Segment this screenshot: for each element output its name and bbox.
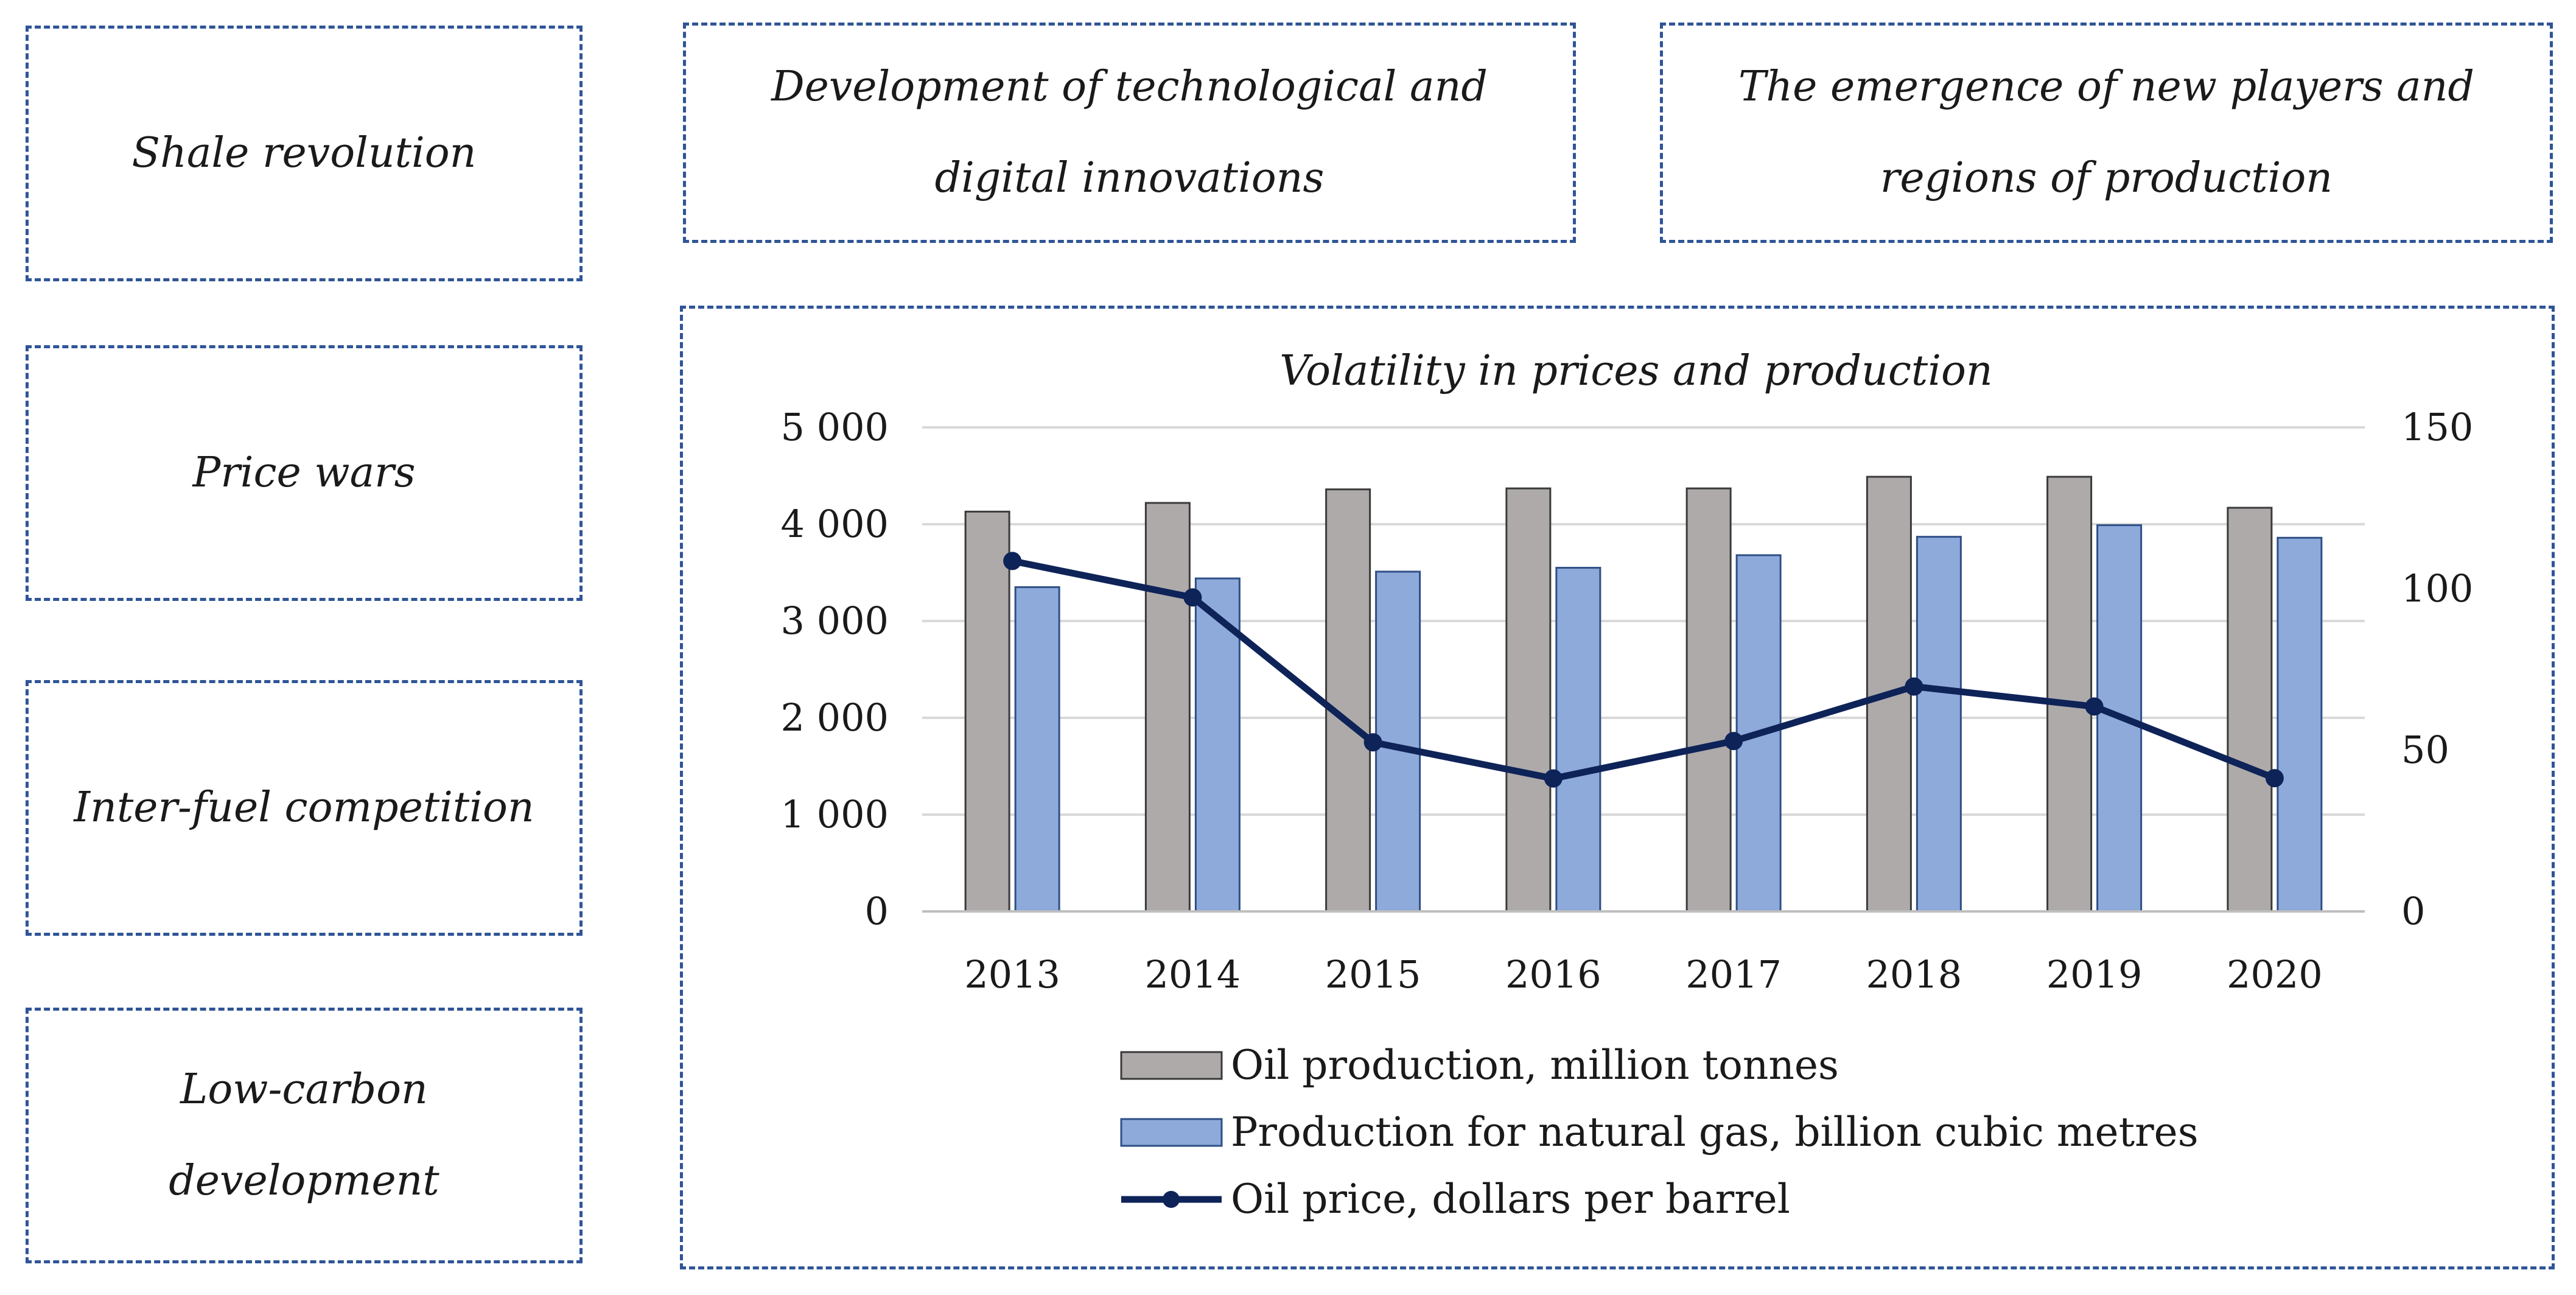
tech-innovations-box: Development of technological and digital… (683, 23, 1576, 243)
left-axis-tick-label: 3 000 (781, 598, 889, 643)
legend-label: Oil price, dollars per barrel (1231, 1176, 1790, 1223)
gas-production-bar (2277, 536, 2323, 913)
oil-price-point (1183, 588, 1202, 607)
x-axis-tick-label: 2019 (2046, 952, 2143, 997)
tech-innovations-line-2: digital innovations (934, 154, 1325, 202)
x-axis-ticks: 2013 2014 2015 2016 2017 2018 2019 2020 (964, 952, 2323, 997)
low-carbon-development-label: Low-carbon development (169, 1044, 439, 1227)
low-carbon-development-box: Low-carbon development (26, 1008, 583, 1263)
tech-innovations-label: Development of technological and digital… (771, 41, 1488, 224)
legend-swatch (1120, 1118, 1223, 1147)
x-axis-tick-label: 2013 (964, 952, 1060, 997)
bars-layer (922, 476, 2365, 913)
oil-price-line (1012, 558, 2276, 782)
oil-production-bar (2227, 507, 2273, 913)
x-axis-tick-label: 2020 (2227, 952, 2323, 997)
x-axis-tick-label: 2018 (1866, 952, 1962, 997)
oil-price-point (2265, 769, 2284, 788)
oil-price-point (1003, 552, 1022, 570)
inter-fuel-competition-label: Inter-fuel competition (74, 784, 534, 832)
oil-price-point (1363, 733, 1382, 752)
gas-production-bar (1014, 586, 1060, 913)
left-axis-ticks: 0 1 000 2 000 3 000 4 000 5 000 (781, 405, 889, 933)
price-wars-label: Price wars (192, 449, 416, 497)
left-axis-tick-label: 1 000 (781, 792, 889, 837)
grid-layer (922, 426, 2365, 913)
left-axis-tick-label: 0 (865, 889, 889, 933)
shale-revolution-box: Shale revolution (26, 26, 583, 281)
gas-production-bar (1916, 536, 1962, 913)
low-carbon-line-2: development (169, 1157, 439, 1205)
oil-production-bar (1505, 487, 1552, 913)
left-axis-tick-label: 5 000 (781, 405, 889, 449)
price-wars-box: Price wars (26, 345, 583, 601)
legend: Oil production, million tonnes Production… (1120, 1042, 2199, 1223)
new-players-line-2: regions of production (1880, 154, 2333, 202)
left-axis-tick-label: 4 000 (781, 502, 889, 546)
volatility-chart: Volatility in prices and production 0 1 0… (781, 347, 2474, 1223)
oil-production-bar (2046, 476, 2093, 913)
new-players-box: The emergence of new players and regions… (1660, 23, 2553, 243)
x-axis-tick-label: 2015 (1325, 952, 1421, 997)
price-line-layer (1003, 552, 2284, 788)
legend-marker (1163, 1191, 1180, 1208)
shale-revolution-label: Shale revolution (131, 129, 477, 177)
right-axis-tick-label: 150 (2401, 405, 2473, 449)
left-axis-tick-label: 2 000 (781, 695, 889, 740)
gas-production-bar (1555, 567, 1601, 913)
new-players-line-1: The emergence of new players and (1738, 63, 2474, 111)
new-players-label: The emergence of new players and regions… (1738, 41, 2474, 224)
low-carbon-line-1: Low-carbon (180, 1065, 428, 1114)
legend-swatch (1120, 1051, 1223, 1080)
right-axis-tick-label: 50 (2401, 728, 2449, 772)
right-axis-ticks: 0 50 100 150 (2401, 405, 2473, 933)
inter-fuel-competition-box: Inter-fuel competition (26, 680, 583, 936)
oil-price-point (1724, 732, 1743, 751)
oil-price-point (1544, 769, 1563, 788)
oil-price-point (2085, 697, 2104, 716)
chart-title: Volatility in prices and production (1279, 347, 1992, 395)
tech-innovations-line-1: Development of technological and (771, 63, 1488, 111)
right-axis-tick-label: 0 (2401, 889, 2425, 933)
legend-label: Production for natural gas, billion cubi… (1231, 1109, 2199, 1156)
right-axis-tick-label: 100 (2401, 566, 2473, 611)
x-axis-tick-label: 2014 (1144, 952, 1241, 997)
oil-production-bar (1144, 502, 1191, 913)
x-axis-tick-label: 2016 (1505, 952, 1601, 997)
oil-price-point (1905, 677, 1923, 696)
legend-label: Oil production, million tonnes (1231, 1042, 1839, 1089)
chart-panel: Volatility in prices and production 0 1 0… (680, 306, 2555, 1269)
oil-production-bar (964, 510, 1010, 913)
x-axis-tick-label: 2017 (1685, 952, 1782, 997)
oil-production-bar (1325, 488, 1371, 913)
oil-production-bar (1685, 487, 1732, 913)
